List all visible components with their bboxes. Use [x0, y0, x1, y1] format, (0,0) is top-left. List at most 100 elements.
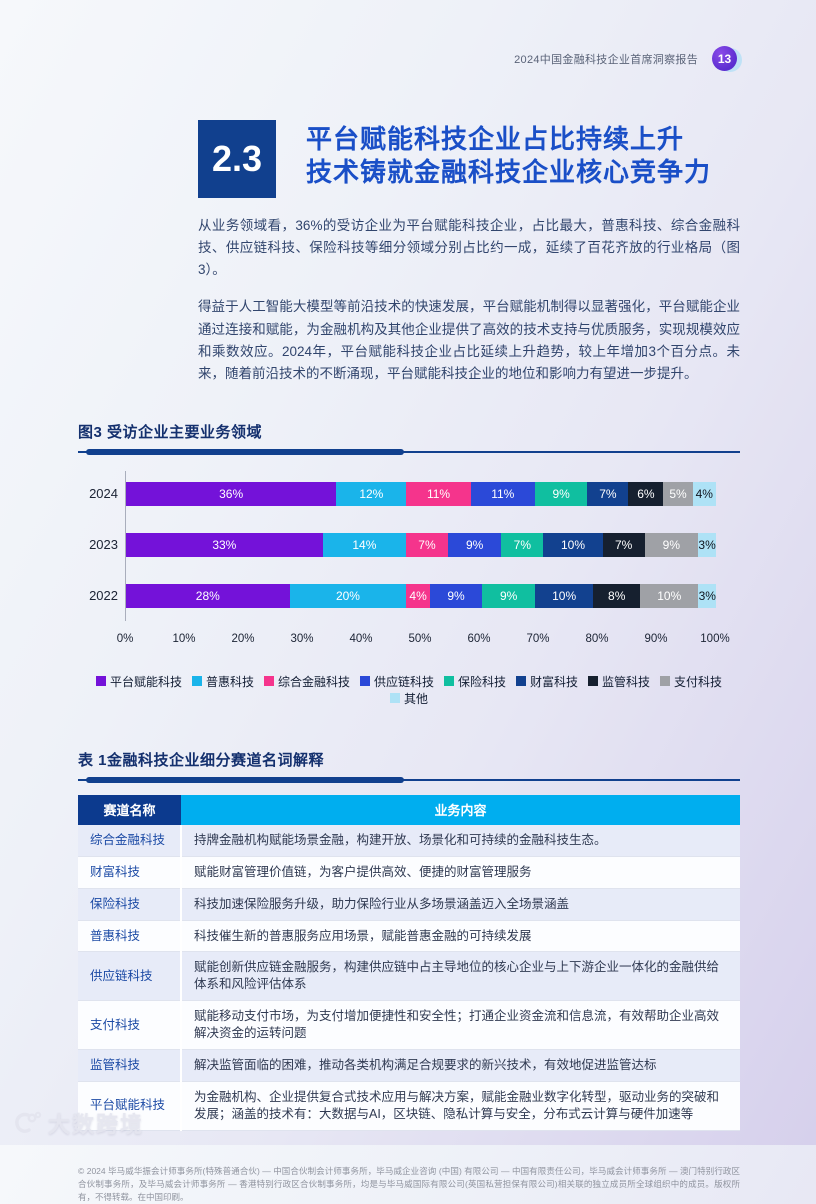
bar-segment: 11% [406, 482, 470, 506]
year-label: 2023 [78, 537, 118, 552]
legend-swatch [390, 693, 400, 703]
track-desc-cell: 赋能财富管理价值链，为客户提供高效、便捷的财富管理服务 [181, 856, 740, 888]
track-desc-cell: 科技加速保险服务升级，助力保险行业从多场景涵盖迈入全场景涵盖 [181, 888, 740, 920]
section-title: 平台赋能科技企业占比持续上升 技术铸就金融科技企业核心竞争力 [306, 120, 711, 198]
table-row: 监管科技解决监管面临的困难，推动各类机构满足合规要求的新兴技术，有效地促进监管达… [78, 1049, 740, 1081]
axis-tick-label: 50% [408, 633, 431, 645]
bar-segment: 20% [290, 584, 407, 608]
page-header: 2024中国金融科技企业首席洞察报告 13 [0, 0, 816, 72]
legend-label: 支付科技 [674, 673, 722, 690]
section-number-box: 2.3 [198, 120, 276, 198]
axis-tick-label: 30% [290, 633, 313, 645]
bar-segment: 6% [628, 482, 663, 506]
legend-item: 财富科技 [516, 673, 578, 690]
bar-segment: 10% [535, 584, 593, 608]
watermark-logo-icon [12, 1110, 42, 1136]
bar-segment: 8% [593, 584, 640, 608]
axis-tick-label: 20% [231, 633, 254, 645]
track-desc-cell: 为金融机构、企业提供复合式技术应用与解决方案，赋能金融业数字化转型，驱动业务的突… [181, 1081, 740, 1130]
table-row: 支付科技赋能移动支付市场，为支付增加便捷性和安全性；打通企业资金流和信息流，有效… [78, 1001, 740, 1050]
legend-label: 其他 [404, 690, 428, 707]
track-desc-cell: 赋能移动支付市场，为支付增加便捷性和安全性；打通企业资金流和信息流，有效帮助企业… [181, 1001, 740, 1050]
stacked-bar: 28%20%4%9%9%10%8%10%3% [126, 584, 716, 608]
table-row: 综合金融科技持牌金融机构赋能场景金融，构建开放、场景化和可持续的金融科技生态。 [78, 825, 740, 856]
bar-segment: 9% [645, 533, 699, 557]
legend-item: 平台赋能科技 [96, 673, 182, 690]
axis-tick-label: 40% [349, 633, 372, 645]
axis-tick-label: 0% [117, 633, 134, 645]
bar-segment: 11% [471, 482, 535, 506]
track-name-cell: 综合金融科技 [78, 825, 181, 856]
legend-swatch [444, 676, 454, 686]
legend-label: 普惠科技 [206, 673, 254, 690]
report-title: 2024中国金融科技企业首席洞察报告 [514, 51, 698, 67]
section-heading: 2.3 平台赋能科技企业占比持续上升 技术铸就金融科技企业核心竞争力 [198, 120, 816, 198]
track-desc-cell: 科技催生新的普惠服务应用场景，赋能普惠金融的可持续发展 [181, 920, 740, 952]
table-header-row: 赛道名称 业务内容 [78, 795, 740, 825]
bar-segment: 14% [323, 533, 406, 557]
table-row: 普惠科技科技催生新的普惠服务应用场景，赋能普惠金融的可持续发展 [78, 920, 740, 952]
paragraph-2: 得益于人工智能大模型等前沿技术的快速发展，平台赋能机制得以显著强化，平台赋能企业… [198, 296, 740, 385]
table-block: 表 1金融科技企业细分赛道名词解释 赛道名称 业务内容 综合金融科技持牌金融机构… [78, 749, 740, 1131]
rule-thick-line [86, 777, 404, 783]
bar-segment: 4% [406, 584, 429, 608]
bar-segment: 7% [406, 533, 448, 557]
stacked-bar: 33%14%7%9%7%10%7%9%3% [126, 533, 716, 557]
legend-item: 普惠科技 [192, 673, 254, 690]
legend-label: 保险科技 [458, 673, 506, 690]
legend-swatch [360, 676, 370, 686]
table-row: 平台赋能科技为金融机构、企业提供复合式技术应用与解决方案，赋能金融业数字化转型，… [78, 1081, 740, 1130]
track-name-cell: 普惠科技 [78, 920, 181, 952]
legend-label: 平台赋能科技 [110, 673, 182, 690]
table-row: 财富科技赋能财富管理价值链，为客户提供高效、便捷的财富管理服务 [78, 856, 740, 888]
legend-label: 综合金融科技 [278, 673, 350, 690]
rule-thick-line [86, 449, 404, 455]
bar-segment: 3% [698, 533, 716, 557]
table-row: 供应链科技赋能创新供应链金融服务，构建供应链中占主导地位的核心企业与上下游企业一… [78, 952, 740, 1001]
bar-segment: 9% [430, 584, 483, 608]
definitions-table: 赛道名称 业务内容 综合金融科技持牌金融机构赋能场景金融，构建开放、场景化和可持… [78, 795, 740, 1131]
axis-tick-label: 100% [700, 633, 729, 645]
figure-title: 图3 受访企业主要业务领域 [78, 421, 740, 442]
legend-label: 监管科技 [602, 673, 650, 690]
stacked-bar: 36%12%11%11%9%7%6%5%4% [126, 482, 716, 506]
bar-segment: 36% [126, 482, 336, 506]
section-title-line1: 平台赋能科技企业占比持续上升 [306, 123, 711, 156]
bar-segment: 33% [126, 533, 323, 557]
bar-segment: 10% [640, 584, 698, 608]
copyright-footer: © 2024 毕马威华振会计师事务所(特殊普通合伙) — 中国合伙制会计师事务所… [78, 1165, 740, 1204]
bar-segment: 12% [336, 482, 406, 506]
axis-tick-label: 80% [585, 633, 608, 645]
track-desc-cell: 解决监管面临的困难，推动各类机构满足合规要求的新兴技术，有效地促进监管达标 [181, 1049, 740, 1081]
track-name-cell: 保险科技 [78, 888, 181, 920]
x-axis: 0%10%20%30%40%50%60%70%80%90%100% [125, 633, 715, 647]
track-name-cell: 供应链科技 [78, 952, 181, 1001]
bar-segment: 9% [535, 482, 588, 506]
bar-segment: 9% [448, 533, 502, 557]
bar-segment: 4% [693, 482, 716, 506]
page-number-badge: 13 [712, 46, 738, 72]
legend-swatch [264, 676, 274, 686]
column-header-content: 业务内容 [181, 795, 740, 825]
track-desc-cell: 赋能创新供应链金融服务，构建供应链中占主导地位的核心企业与上下游企业一体化的金融… [181, 952, 740, 1001]
legend-item: 支付科技 [660, 673, 722, 690]
track-name-cell: 财富科技 [78, 856, 181, 888]
track-desc-cell: 持牌金融机构赋能场景金融，构建开放、场景化和可持续的金融科技生态。 [181, 825, 740, 856]
chart-legend: 平台赋能科技普惠科技综合金融科技供应链科技保险科技财富科技监管科技支付科技其他 [78, 673, 740, 707]
bar-segment: 9% [482, 584, 535, 608]
axis-tick-label: 60% [467, 633, 490, 645]
year-label: 2022 [78, 588, 118, 603]
page-number: 13 [712, 46, 737, 71]
legend-swatch [96, 676, 106, 686]
legend-swatch [192, 676, 202, 686]
bar-segment: 3% [698, 584, 716, 608]
legend-item: 综合金融科技 [264, 673, 350, 690]
axis-tick-label: 90% [644, 633, 667, 645]
track-name-cell: 支付科技 [78, 1001, 181, 1050]
